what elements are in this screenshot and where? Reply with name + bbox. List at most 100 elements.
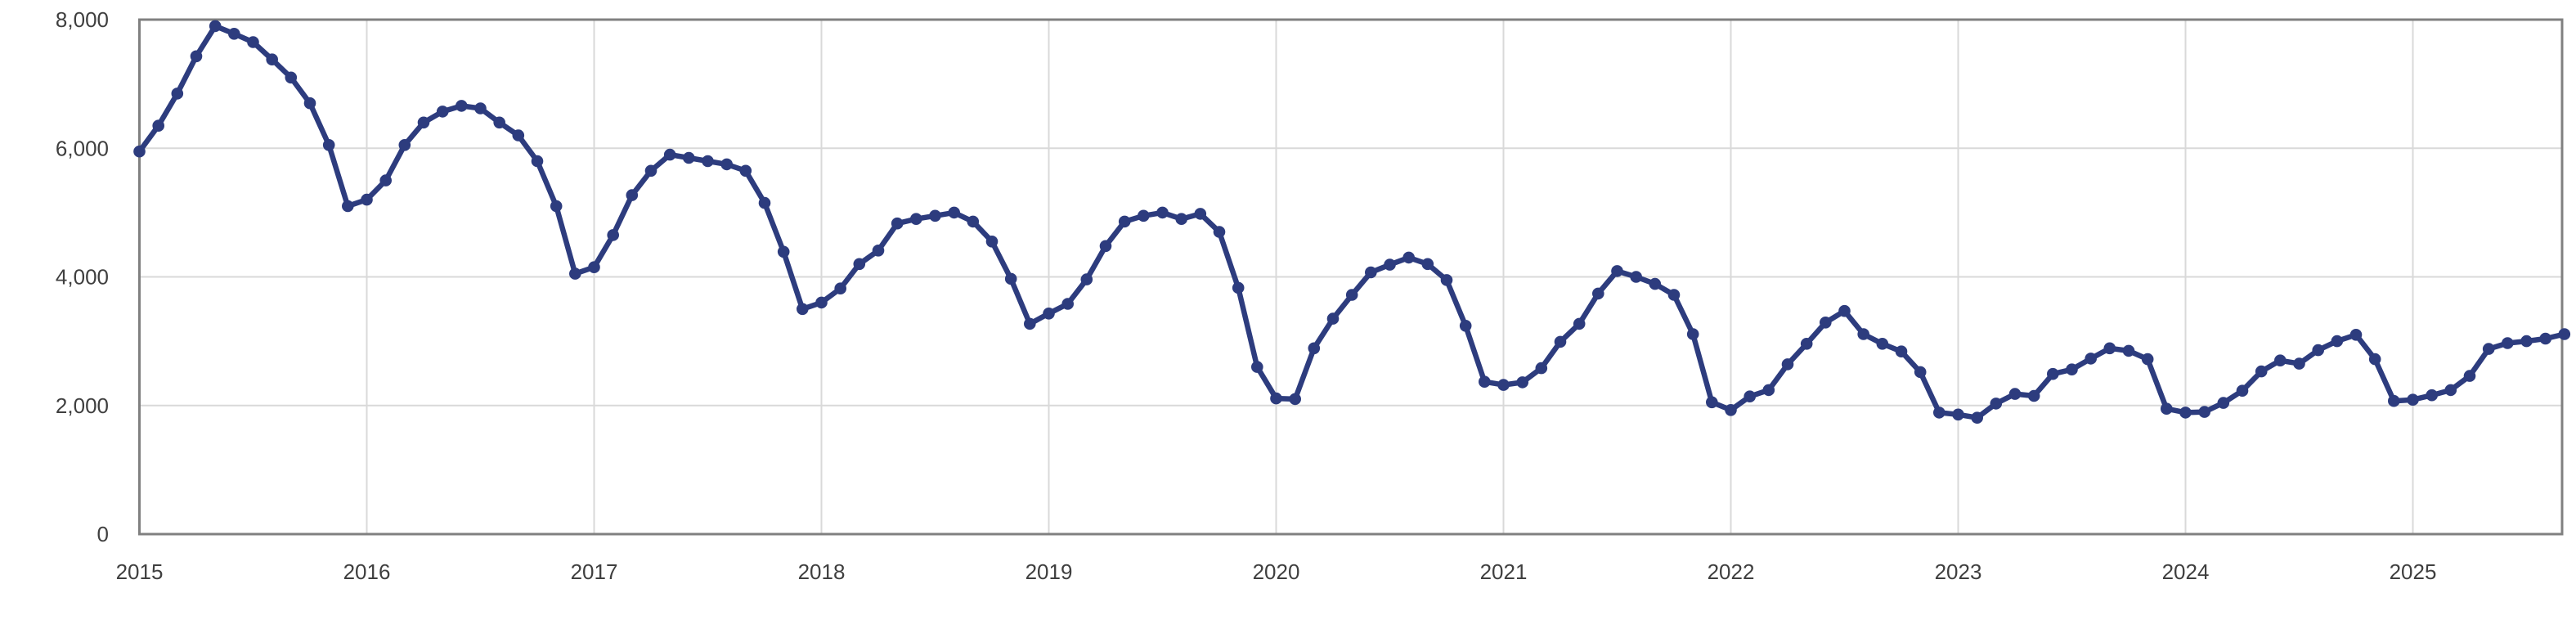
data-point xyxy=(493,116,505,129)
data-point xyxy=(303,97,316,110)
data-point xyxy=(1516,376,1528,389)
data-point xyxy=(1061,298,1074,310)
data-point xyxy=(1630,271,1642,283)
data-point xyxy=(797,303,809,316)
data-point xyxy=(569,267,581,280)
data-point xyxy=(1270,392,1282,405)
data-point xyxy=(1800,338,1813,350)
data-point xyxy=(929,209,941,222)
data-point xyxy=(834,282,846,295)
data-point xyxy=(1838,304,1851,317)
data-point xyxy=(739,164,752,177)
data-point xyxy=(853,258,866,271)
x-axis-tick-label: 2019 xyxy=(1025,559,1073,584)
data-point xyxy=(285,71,298,84)
data-point xyxy=(2085,353,2097,365)
x-axis-tick-label: 2024 xyxy=(2162,559,2210,584)
data-point xyxy=(417,116,430,129)
data-point xyxy=(2236,384,2249,398)
data-point xyxy=(1326,312,1340,325)
data-point xyxy=(2274,354,2287,367)
x-axis-tick-label: 2016 xyxy=(343,559,391,584)
y-axis-tick-label: 0 xyxy=(97,522,109,546)
data-point xyxy=(910,213,922,226)
x-axis-tick-label: 2020 xyxy=(1253,559,1300,584)
data-point xyxy=(2122,344,2135,357)
data-point xyxy=(531,155,544,168)
data-point xyxy=(1080,273,1093,285)
data-point xyxy=(1459,320,1472,332)
data-point xyxy=(2539,332,2551,345)
data-point xyxy=(228,28,240,40)
horizontal-gridlines xyxy=(139,147,2562,407)
data-point xyxy=(1535,362,1548,375)
data-point xyxy=(1099,240,1112,253)
data-point xyxy=(2463,370,2476,382)
data-point xyxy=(872,245,885,257)
data-point xyxy=(1213,226,1226,238)
data-point xyxy=(2161,402,2173,416)
data-point xyxy=(1402,251,1415,264)
x-axis-tick-label: 2021 xyxy=(1480,559,1528,584)
x-axis-tick-label: 2022 xyxy=(1708,559,1755,584)
data-point xyxy=(1592,287,1604,300)
data-point xyxy=(2502,337,2514,349)
data-point xyxy=(171,88,184,100)
data-point xyxy=(891,217,904,230)
data-point xyxy=(2255,365,2268,378)
data-point xyxy=(2047,367,2059,380)
data-point xyxy=(1554,335,1567,348)
data-point xyxy=(758,196,771,209)
x-axis-tick-label: 2018 xyxy=(798,559,846,584)
plot-border xyxy=(138,18,2564,536)
data-point xyxy=(1175,213,1187,226)
data-point xyxy=(1365,266,1377,279)
data-point xyxy=(209,20,222,33)
data-point xyxy=(1649,277,1662,290)
data-point xyxy=(2312,344,2324,357)
data-point xyxy=(1138,209,1150,222)
data-point xyxy=(1762,384,1775,397)
data-point xyxy=(379,174,393,186)
data-point xyxy=(2520,335,2533,348)
data-point xyxy=(1043,308,1055,320)
x-axis-tick-labels: 2015 2016 2017 2018 2019 2020 2021 2022 2023 2024… xyxy=(116,559,2437,584)
data-point xyxy=(2027,389,2040,402)
data-point xyxy=(2217,397,2230,409)
data-point xyxy=(342,200,354,213)
data-point xyxy=(2482,343,2495,355)
y-axis-tick-label: 6,000 xyxy=(56,136,109,160)
data-point xyxy=(1345,289,1358,301)
data-point xyxy=(1497,379,1510,391)
data-point xyxy=(436,106,449,118)
data-point xyxy=(266,53,279,65)
data-point xyxy=(1857,328,1869,340)
x-axis-tick-label: 2015 xyxy=(116,559,164,584)
data-point xyxy=(1156,206,1169,219)
data-point xyxy=(1024,317,1036,330)
data-point xyxy=(322,139,335,151)
data-point xyxy=(1971,411,1983,424)
data-point xyxy=(626,189,639,201)
data-point xyxy=(1232,281,1245,294)
data-point xyxy=(361,193,373,206)
vertical-gridlines xyxy=(366,20,2414,534)
data-point xyxy=(2426,389,2438,402)
data-point xyxy=(1895,345,1908,358)
data-point xyxy=(1667,289,1681,301)
data-point xyxy=(663,148,676,161)
data-point xyxy=(815,296,828,309)
data-point xyxy=(2066,363,2078,376)
data-point xyxy=(247,36,259,48)
data-point xyxy=(1004,272,1017,285)
y-axis-tick-labels: 0 2,000 4,000 6,000 8,000 xyxy=(56,7,109,546)
data-point xyxy=(1573,317,1586,330)
data-point xyxy=(948,206,960,219)
data-point xyxy=(2368,353,2381,366)
data-point xyxy=(2293,357,2305,370)
data-point xyxy=(1725,404,1737,416)
data-point xyxy=(550,200,563,213)
data-point xyxy=(398,139,411,151)
